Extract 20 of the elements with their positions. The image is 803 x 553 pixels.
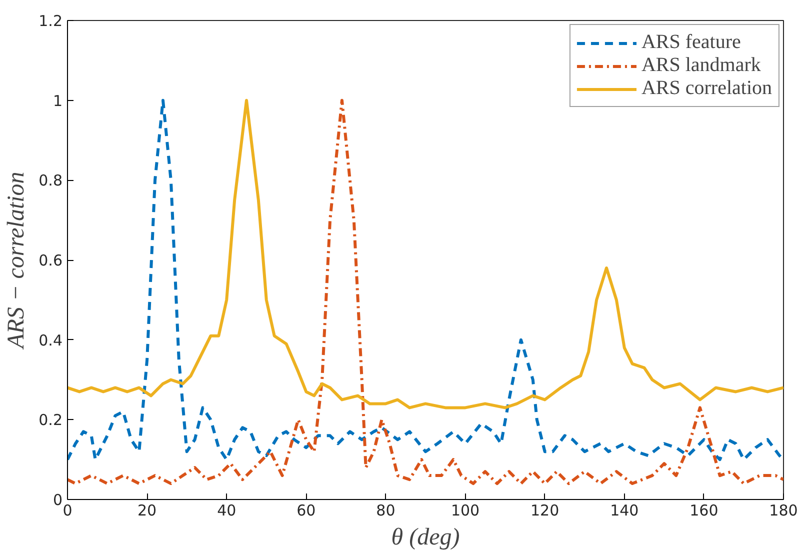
y-axis-title: ARS − correlation <box>4 172 30 350</box>
legend-label: ARS correlation <box>641 77 772 100</box>
x-tick-label: 40 <box>217 502 236 520</box>
x-tick-label: 20 <box>138 502 157 520</box>
x-tick-label: 160 <box>690 502 718 520</box>
y-tick-label: 0.6 <box>38 252 63 270</box>
x-tick-label: 140 <box>610 502 639 520</box>
y-tick-label: 0.8 <box>38 172 63 190</box>
legend-label: ARS feature <box>641 31 741 54</box>
x-axis-title: θ (deg) <box>391 524 460 550</box>
legend-label: ARS landmark <box>641 54 761 77</box>
y-tick-label: 1.2 <box>38 12 63 30</box>
x-tick-label: 120 <box>530 502 560 520</box>
x-tick-label: 80 <box>376 502 396 520</box>
y-tick-label: 0.4 <box>38 331 63 350</box>
x-tick-label: 180 <box>769 502 798 520</box>
y-tick-label: 0.2 <box>38 411 63 430</box>
x-tick-label: 60 <box>296 502 316 520</box>
y-tick-label: 1 <box>52 92 63 110</box>
x-tick-label: 100 <box>450 502 480 520</box>
